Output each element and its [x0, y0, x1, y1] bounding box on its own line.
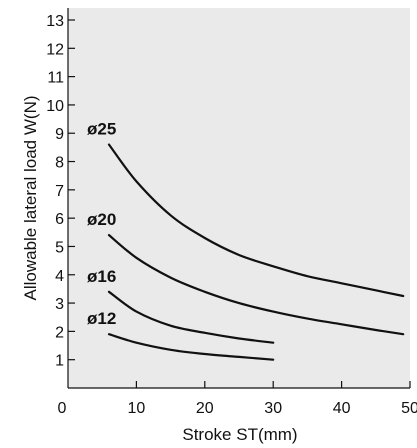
- y-tick-label: 12: [46, 41, 64, 58]
- y-tick-label: 5: [55, 239, 64, 256]
- x-axis-ticks: 0 10 20 30 40 50: [58, 381, 417, 417]
- series-label: ø20: [87, 210, 116, 229]
- x-tick-label: 0: [58, 400, 67, 417]
- y-tick-label: 9: [55, 126, 64, 143]
- x-axis-title: Stroke ST(mm): [182, 425, 297, 444]
- y-tick-label: 2: [55, 324, 64, 341]
- x-tick-label: 30: [264, 400, 282, 417]
- y-tick-label: 7: [55, 183, 64, 200]
- series-label: ø25: [87, 120, 116, 139]
- y-tick-label: 3: [55, 296, 64, 313]
- series-labels: ø25 ø20 ø16 ø12: [87, 120, 116, 329]
- series-label: ø12: [87, 309, 116, 328]
- y-tick-label: 6: [55, 211, 64, 228]
- plot-background: [68, 8, 410, 388]
- series-line: [107, 290, 275, 344]
- series-curves: [107, 143, 405, 361]
- y-tick-label: 13: [46, 13, 64, 30]
- series-line: [107, 143, 405, 298]
- y-tick-label: 8: [55, 155, 64, 172]
- x-tick-label: 20: [196, 400, 214, 417]
- y-axis-title: Allowable lateral load W(N): [21, 95, 40, 300]
- x-tick-label: 10: [128, 400, 146, 417]
- series-line: [107, 333, 275, 361]
- y-tick-label: 4: [55, 268, 64, 285]
- series-line: [107, 234, 405, 336]
- x-tick-label: 40: [333, 400, 351, 417]
- y-tick-label: 11: [47, 70, 64, 87]
- y-tick-label: 10: [46, 98, 64, 115]
- y-tick-label: 1: [55, 353, 64, 370]
- x-tick-label: 50: [401, 400, 417, 417]
- series-label: ø16: [87, 267, 116, 286]
